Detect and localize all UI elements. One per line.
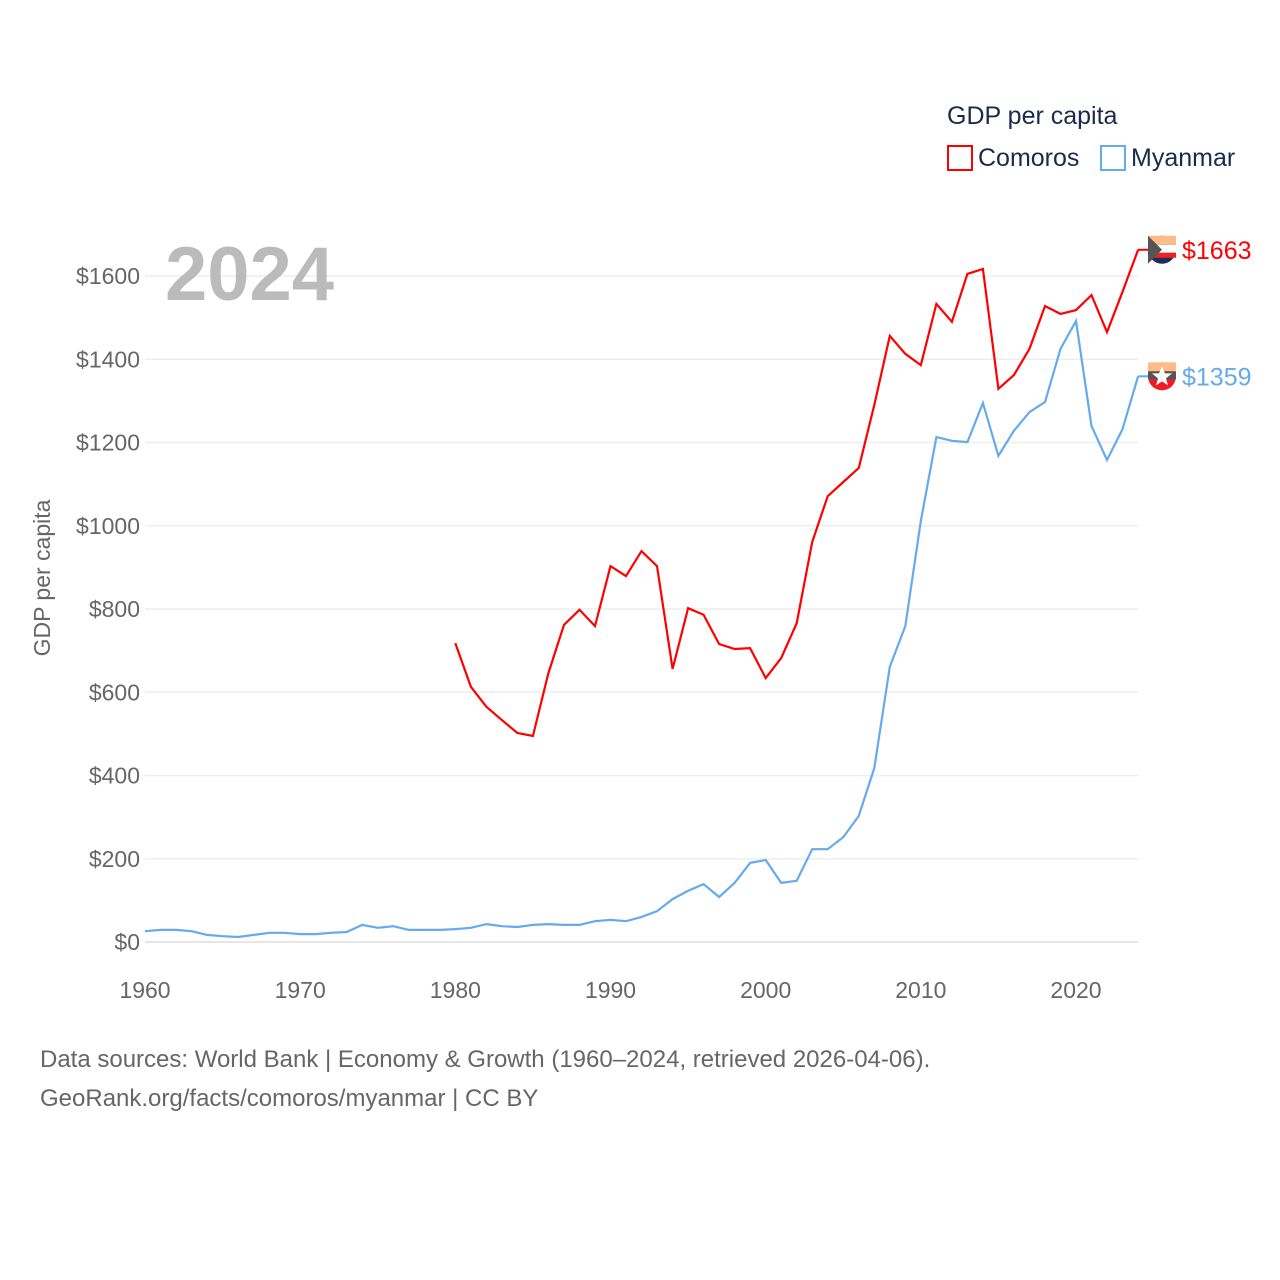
y-tick-label: $1000 xyxy=(76,513,140,539)
y-tick-label: $1200 xyxy=(76,430,140,456)
x-tick-label: 1960 xyxy=(119,977,170,1003)
legend-swatch-myanmar xyxy=(1100,145,1126,171)
legend-item-myanmar[interactable]: Myanmar xyxy=(1100,144,1235,172)
legend-label-myanmar: Myanmar xyxy=(1131,144,1235,172)
y-tick-label: $600 xyxy=(89,679,140,705)
series-line-myanmar xyxy=(144,317,1140,939)
year-watermark: 2024 xyxy=(165,232,334,317)
x-tick-label: 2000 xyxy=(740,977,791,1003)
legend-label-comoros: Comoros xyxy=(978,144,1079,172)
x-tick-label: 1980 xyxy=(430,977,481,1003)
series-line-comoros xyxy=(454,249,1140,738)
footer-attribution: GeoRank.org/facts/comoros/myanmar | CC B… xyxy=(40,1085,539,1112)
y-axis-label: GDP per capita xyxy=(29,499,55,656)
flag-comoros-icon xyxy=(1148,235,1176,264)
y-tick-label: $1400 xyxy=(76,346,140,372)
footer-sources: Data sources: World Bank | Economy & Gro… xyxy=(40,1046,931,1073)
y-tick-label: $800 xyxy=(89,596,140,622)
y-tick-label: $400 xyxy=(89,763,140,789)
x-tick-label: 2010 xyxy=(895,977,946,1003)
y-tick-label: $1600 xyxy=(76,263,140,289)
flag-myanmar-icon xyxy=(1148,362,1176,391)
x-tick-label: 1990 xyxy=(585,977,636,1003)
x-tick-label: 2020 xyxy=(1050,977,1101,1003)
legend-title: GDP per capita xyxy=(947,102,1118,130)
x-tick-label: 1970 xyxy=(275,977,326,1003)
legend-item-comoros[interactable]: Comoros xyxy=(947,144,1079,172)
y-tick-label: $0 xyxy=(114,929,140,955)
end-label-myanmar: $1359 xyxy=(1182,363,1252,391)
end-label-comoros: $1663 xyxy=(1182,237,1252,265)
legend-swatch-comoros xyxy=(947,145,973,171)
y-tick-label: $200 xyxy=(89,846,140,872)
